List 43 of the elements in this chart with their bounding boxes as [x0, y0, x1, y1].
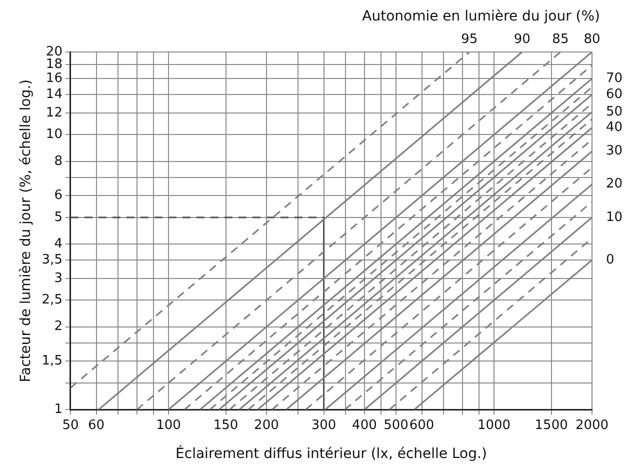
x-tick-label: 1500: [534, 418, 568, 433]
series-label: 0: [606, 252, 614, 268]
series-label: 85: [552, 32, 569, 47]
y-tick-label: 10: [46, 127, 62, 142]
y-tick-label: 1: [54, 402, 62, 417]
x-tick-label: 200: [254, 418, 279, 433]
series-label: 70: [606, 71, 623, 86]
y-axis-title: Facteur de lumière du jour (%, échelle log.): [18, 79, 34, 382]
y-tick-label: 18: [46, 56, 62, 72]
y-tick-label: 8: [54, 154, 62, 169]
x-tick-label: 1000: [477, 418, 511, 433]
x-tick-label: 600: [409, 418, 434, 433]
series-label: 95: [461, 32, 478, 47]
text: Autonomie en lumière du jour (%): [362, 8, 600, 25]
y-tick-label: 20: [46, 44, 62, 60]
y-tick-label: 3,5: [42, 252, 62, 268]
x-tick-label: 60: [88, 418, 105, 433]
y-tick-label: 16: [46, 71, 62, 86]
y-tick-label: 14: [46, 86, 62, 102]
series-label: 50: [606, 104, 623, 120]
x-axis-title: Éclairement diffus intérieur (lx, échelle Log.): [176, 445, 487, 462]
series-label: 20: [606, 176, 623, 192]
series-label: 90: [514, 32, 530, 47]
x-tick-label: 50: [62, 418, 79, 433]
y-tick-label: 6: [54, 188, 62, 204]
y-tick-label: 1,5: [42, 354, 62, 369]
y-tick-label: 2: [54, 319, 62, 334]
y-tick-label: 12: [46, 105, 62, 120]
y-tick-label: 2,5: [42, 292, 62, 308]
series-label: 10: [606, 210, 623, 225]
x-tick-label: 400: [352, 418, 377, 433]
series-label: 60: [606, 86, 623, 102]
x-tick-label: 150: [213, 418, 238, 433]
y-tick-label: 5: [54, 210, 62, 225]
x-tick-label: 100: [156, 418, 181, 433]
x-tick-label: 300: [311, 418, 336, 433]
series-label: 30: [606, 144, 623, 159]
y-tick-label: 3: [54, 270, 62, 286]
x-tick-label: 2000: [575, 418, 609, 433]
series-label: 40: [606, 120, 623, 136]
x-tick-label: 500: [384, 418, 408, 433]
series-label: 80: [584, 32, 600, 47]
y-tick-label: 4: [54, 236, 62, 252]
